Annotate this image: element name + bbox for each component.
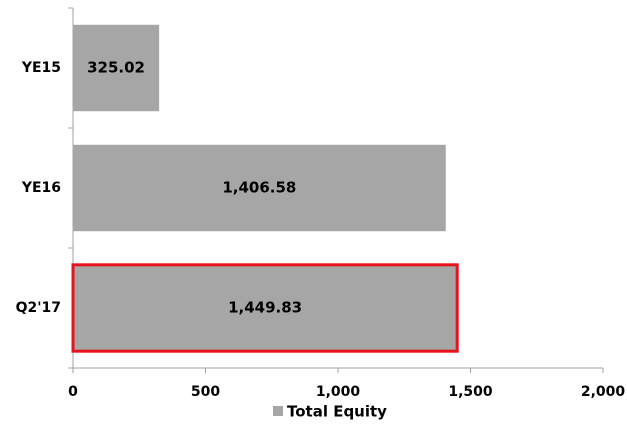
data-label: 1,406.58 [222,179,296,197]
x-tick-label: 1,000 [316,384,361,400]
x-tick-label: 0 [68,384,78,400]
bar [73,24,160,112]
x-tick-label: 1,500 [448,384,493,400]
y-tick-label: YE15 [21,60,61,76]
x-tick-label: 2,000 [581,384,626,400]
legend-swatch [273,406,283,416]
bar [73,144,446,232]
x-tick-label: 500 [191,384,220,400]
legend-label: Total Equity [287,403,387,421]
bar [71,263,459,353]
data-label: 1,449.83 [228,299,302,317]
y-tick-label: YE16 [21,180,61,196]
y-tick-label: Q2'17 [16,300,61,316]
data-label: 325.02 [87,59,145,77]
